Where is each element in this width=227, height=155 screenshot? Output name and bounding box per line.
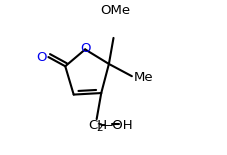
Text: O: O	[36, 51, 47, 64]
Text: CH: CH	[88, 120, 107, 133]
Text: O: O	[80, 42, 90, 55]
Text: 2: 2	[96, 123, 103, 133]
Text: Me: Me	[134, 71, 154, 84]
Text: —OH: —OH	[99, 120, 133, 133]
Text: OMe: OMe	[100, 4, 130, 17]
